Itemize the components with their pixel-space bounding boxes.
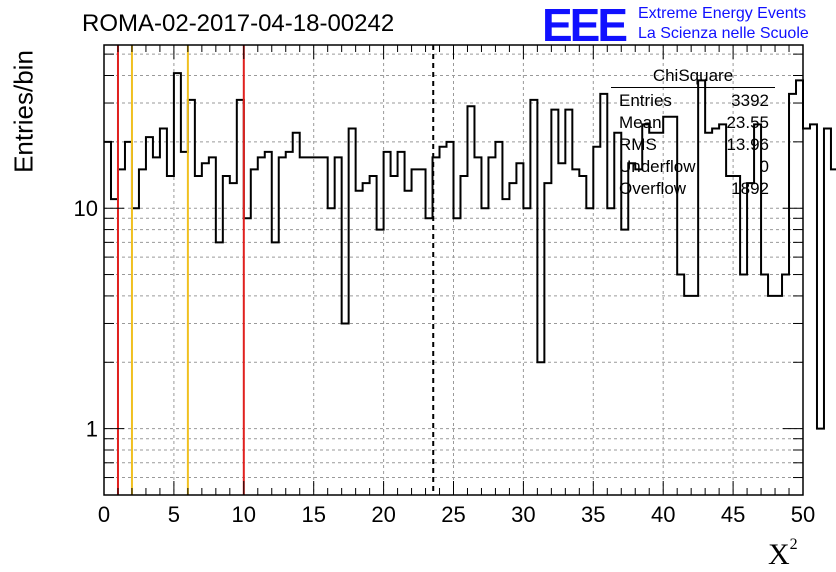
x-tick-label: 40 [651, 502, 675, 527]
x-tick-label: 20 [371, 502, 395, 527]
logo-caption-line1: Extreme Energy Events [638, 5, 807, 22]
y-tick-label: 10 [74, 196, 98, 221]
y-axis-label: Entries/bin [8, 50, 39, 173]
stats-row-mean: Mean 23.55 [611, 112, 777, 134]
x-tick-label: 15 [301, 502, 325, 527]
stats-label: RMS [619, 135, 657, 154]
stats-box-title: ChiSquare [611, 66, 775, 88]
y-tick-label: 1 [86, 417, 98, 442]
stats-label: Entries [619, 91, 672, 110]
x-axis-label: X2 [768, 536, 798, 572]
x-tick-label: 25 [441, 502, 465, 527]
stats-row-entries: Entries 3392 [611, 90, 777, 112]
x-tick-label: 35 [581, 502, 605, 527]
stats-value: 1892 [731, 179, 769, 198]
x-tick-label: 0 [98, 502, 110, 527]
logo-caption: Extreme Energy Events La Scienza nelle S… [638, 4, 809, 44]
stats-row-rms: RMS 13.96 [611, 134, 777, 156]
stats-value: 0 [759, 157, 769, 176]
logo-caption-line2: La Scienza nelle Scuole [638, 25, 809, 42]
x-tick-label: 45 [721, 502, 745, 527]
stats-value: 13.96 [726, 135, 769, 154]
stats-label: Overflow [619, 179, 687, 198]
stats-row-underflow: Underflow 0 [611, 156, 777, 178]
x-tick-label: 5 [168, 502, 180, 527]
stats-row-overflow: Overflow 1892 [611, 178, 777, 200]
x-axis-label-superscript: 2 [789, 536, 798, 553]
x-tick-label: 30 [511, 502, 535, 527]
stats-box: ChiSquare Entries 3392 Mean 23.55 RMS 13.96… [611, 66, 777, 200]
x-axis-label-text: X [768, 538, 790, 571]
x-tick-label: 10 [232, 502, 256, 527]
stats-label: Mean [619, 113, 662, 132]
stats-value: 3392 [731, 91, 769, 110]
eee-logo: EEE [542, 0, 628, 51]
chart-title: ROMA-02-2017-04-18-00242 [82, 10, 395, 37]
stats-label: Underflow [619, 157, 696, 176]
x-tick-label: 50 [791, 502, 815, 527]
stats-value: 23.55 [726, 113, 769, 132]
